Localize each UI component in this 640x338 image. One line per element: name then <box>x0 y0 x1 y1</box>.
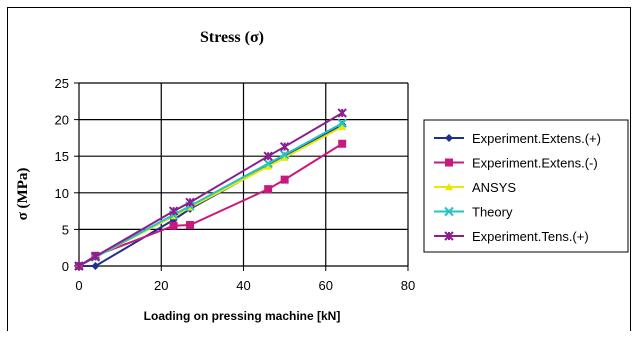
data-point <box>91 262 100 270</box>
y-tick-label: 0 <box>62 259 69 274</box>
data-point <box>186 221 195 230</box>
data-point <box>279 150 290 160</box>
x-tick-label: 60 <box>319 278 333 293</box>
legend-label: ANSYS <box>472 180 516 195</box>
legend: Experiment.Extens.(+) Experiment.Extens.(… <box>423 119 629 253</box>
series-line <box>78 142 343 267</box>
legend-marker <box>445 183 453 191</box>
data-point <box>263 158 273 169</box>
legend-label: Experiment.Extens.(-) <box>472 156 598 171</box>
legend-label: Experiment.Extens.(+) <box>472 131 601 146</box>
legend-item: ANSYS <box>434 180 516 195</box>
y-tick-label: 20 <box>55 113 69 128</box>
data-point <box>185 197 195 208</box>
legend-label: Theory <box>472 205 513 220</box>
data-point <box>264 162 273 170</box>
data-point <box>169 221 178 230</box>
legend-label: Experiment.Tens.(+) <box>472 229 589 244</box>
legend-marker <box>445 134 453 142</box>
y-tick-label: 5 <box>62 222 69 237</box>
y-tick-label: 25 <box>55 76 69 91</box>
y-tick-label: 15 <box>55 149 69 164</box>
series-line <box>78 122 343 267</box>
legend-marker <box>444 206 454 217</box>
chart-title: Stress (σ) <box>200 29 264 46</box>
series-5 <box>74 108 347 271</box>
legend-marker <box>445 158 453 167</box>
data-point <box>264 185 273 194</box>
data-point <box>263 151 273 161</box>
data-point <box>74 261 84 271</box>
data-point <box>338 122 347 131</box>
legend-item: Experiment.Tens.(+) <box>434 229 589 244</box>
y-axis-label: σ (MPa) <box>15 168 31 221</box>
data-point <box>279 141 290 152</box>
legend-item: Theory <box>434 205 513 220</box>
data-point <box>338 139 347 148</box>
x-tick-label: 0 <box>75 278 82 293</box>
x-axis-label: Loading on pressing machine [kN] <box>144 309 341 323</box>
series-2 <box>75 139 347 270</box>
data-point <box>280 153 289 161</box>
data-point <box>280 175 289 184</box>
data-point <box>337 118 347 128</box>
series-line <box>78 112 343 267</box>
x-tick-label: 40 <box>236 278 250 293</box>
legend-item: Experiment.Extens.(+) <box>434 131 601 146</box>
x-tick-label: 20 <box>154 278 168 293</box>
y-tick-label: 10 <box>55 186 69 201</box>
data-point <box>168 206 179 216</box>
legend-item: Experiment.Extens.(-) <box>434 156 598 171</box>
data-point <box>337 108 347 118</box>
plot-area: 0 5 10 15 20 25 0 20 40 60 80 <box>55 76 416 293</box>
data-point <box>90 251 101 262</box>
x-tick-label: 80 <box>401 278 415 293</box>
legend-marker <box>444 231 454 241</box>
